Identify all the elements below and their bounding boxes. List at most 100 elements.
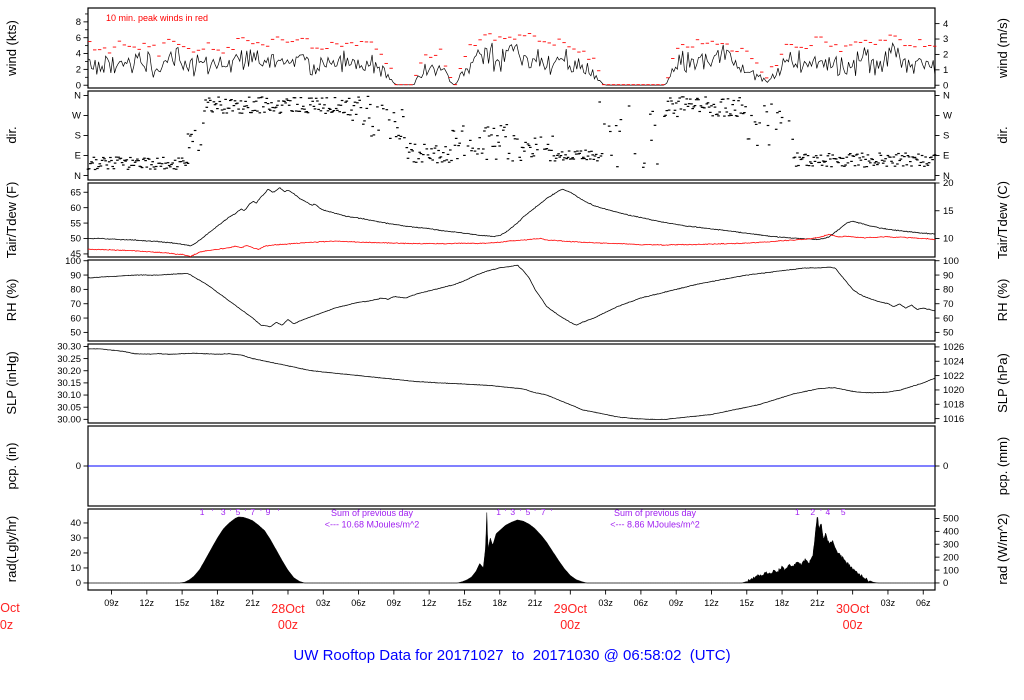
temp-left-axis-label: Tair/Tdew (F)	[4, 182, 19, 259]
time-tick-label: 12z	[704, 598, 719, 608]
y-tick-label: 400	[943, 527, 959, 538]
y-tick-label: 0	[76, 80, 81, 91]
rad-hour-label: 5	[526, 507, 531, 517]
y-tick-label: 500	[943, 514, 959, 525]
y-tick-label: 45	[70, 249, 81, 260]
rad-sum-annotation-2-line1: Sum of previous day	[614, 508, 697, 518]
peak-wind-note: 10 min. peak winds in red	[106, 13, 208, 23]
time-tick-label: 12z	[140, 598, 155, 608]
y-tick-label: 1018	[943, 399, 964, 410]
y-tick-label: 1020	[943, 385, 964, 396]
rh-left-axis-label: RH (%)	[4, 279, 19, 322]
y-tick-label: 6	[76, 33, 81, 44]
rad-hour-label: 7	[250, 507, 255, 517]
date-label-time: 00z	[560, 618, 580, 632]
y-tick-label: 15	[943, 206, 954, 217]
time-tick-label: 21z	[810, 598, 825, 608]
rad-sum-annotation-2-line2: <--- 8.86 MJoules/m^2	[610, 520, 700, 530]
rad-left-axis-label: rad(Lgly/hr)	[4, 516, 19, 582]
y-tick-label: 60	[70, 203, 81, 214]
y-tick-label: 50	[70, 328, 81, 339]
time-tick-label: 15z	[740, 598, 755, 608]
y-tick-label: 30.20	[57, 366, 81, 377]
y-tick-label: W	[943, 111, 952, 122]
y-tick-label: 40	[70, 518, 81, 529]
rad-hour-labels: 1 ' 3 ' 5 ' 7 ' 9 ' 1 ' 3 ' 5 ' 7 ' 1 2 ' 4 5	[200, 507, 846, 517]
y-tick-label: 200	[943, 552, 959, 563]
time-tick-label: 21z	[528, 598, 543, 608]
rad-hour-label: '	[820, 507, 822, 517]
meteogram-chart: 0246801234NESWNNESWN45505560651015205060…	[0, 7, 1010, 632]
rad-hour-label: 3	[221, 507, 226, 517]
time-tick-label: 18z	[492, 598, 507, 608]
y-tick-label: 4	[943, 19, 948, 30]
panel-box-wind	[87, 7, 936, 89]
date-label-time: 00z	[843, 618, 863, 632]
y-tick-label: 300	[943, 539, 959, 550]
rad-hour-label: 3	[510, 507, 515, 517]
time-tick-label: 09z	[387, 598, 402, 608]
y-tick-label: 30.30	[57, 342, 81, 353]
y-tick-label: 10	[943, 234, 954, 245]
SLP_inHg-trace	[87, 348, 936, 420]
clipped-date-line2: 00z	[0, 618, 13, 632]
y-tick-label: 8	[76, 17, 81, 28]
y-tick-label: 0	[943, 578, 948, 589]
pcp-left-axis-label: pcp. (in)	[4, 443, 19, 490]
y-tick-label: 1024	[943, 356, 964, 367]
rad-hour-label: 9	[266, 507, 271, 517]
wind-speed-trace	[87, 42, 936, 86]
y-tick-label: S	[943, 131, 949, 142]
y-tick-label: 1022	[943, 371, 964, 382]
rad-hour-label: 1	[795, 507, 800, 517]
y-tick-label: 100	[943, 565, 959, 576]
time-tick-label: 09z	[669, 598, 684, 608]
wind-right-axis-label: wind (m/s)	[995, 18, 1010, 79]
rad-right-axis-label: rad (W/m^2)	[995, 513, 1010, 584]
time-tick-label: 03z	[881, 598, 896, 608]
rad-hour-label: '	[212, 507, 214, 517]
rad-hour-label: 5	[841, 507, 846, 517]
y-tick-label: E	[943, 151, 949, 162]
date-label: 29Oct	[554, 602, 588, 616]
y-tick-label: 1026	[943, 342, 964, 353]
rad-sum-annotation-1-line1: Sum of previous day	[331, 508, 414, 518]
time-tick-label: 12z	[422, 598, 437, 608]
date-label: 30Oct	[836, 602, 870, 616]
rad-hour-label: '	[551, 507, 553, 517]
slp-right-axis-label: SLP (hPa)	[995, 353, 1010, 413]
panel-box-temperature-dewpoint	[87, 182, 936, 258]
y-tick-label: 1016	[943, 414, 964, 425]
y-tick-label: 20	[943, 178, 954, 189]
chart-title: UW Rooftop Data for 20171027 to 20171030…	[293, 647, 731, 664]
wind-direction-scatter	[86, 95, 937, 171]
radiation-area	[88, 512, 935, 584]
y-tick-label: 60	[70, 313, 81, 324]
time-tick-label: 09z	[104, 598, 119, 608]
dir-left-axis-label: dir.	[4, 126, 19, 143]
dir-right-axis-label: dir.	[995, 126, 1010, 143]
y-tick-label: 0	[76, 578, 81, 589]
RH_pct-trace	[87, 264, 935, 328]
y-tick-label: 20	[70, 548, 81, 559]
y-tick-label: S	[75, 131, 81, 142]
date-label: 28Oct	[271, 602, 305, 616]
y-tick-label: 10	[70, 563, 81, 574]
y-tick-label: 30.10	[57, 390, 81, 401]
Tair_F-trace	[87, 187, 936, 247]
panel-box-solar-radiation	[87, 508, 936, 591]
time-tick-label: 03z	[598, 598, 613, 608]
rad-hour-label: 1	[496, 507, 501, 517]
time-tick-label: 06z	[634, 598, 649, 608]
time-tick-label: 15z	[175, 598, 190, 608]
y-tick-label: 30.15	[57, 378, 81, 389]
time-tick-label: 06z	[916, 598, 931, 608]
date-label-time: 00z	[278, 618, 298, 632]
y-tick-label: N	[943, 91, 950, 102]
